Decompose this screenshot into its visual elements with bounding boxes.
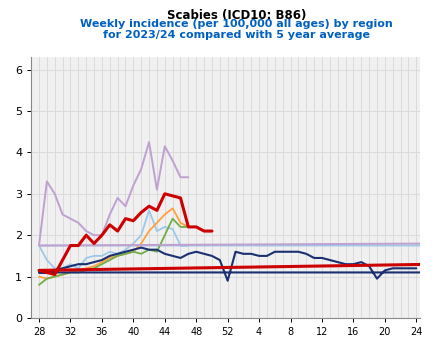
Text: Weekly incidence (per 100,000 all ages) by region: Weekly incidence (per 100,000 all ages) … <box>80 19 393 29</box>
Text: Scabies (ICD10: B86): Scabies (ICD10: B86) <box>167 9 306 22</box>
Text: for 2023/24 compared with 5 year average: for 2023/24 compared with 5 year average <box>103 30 370 40</box>
